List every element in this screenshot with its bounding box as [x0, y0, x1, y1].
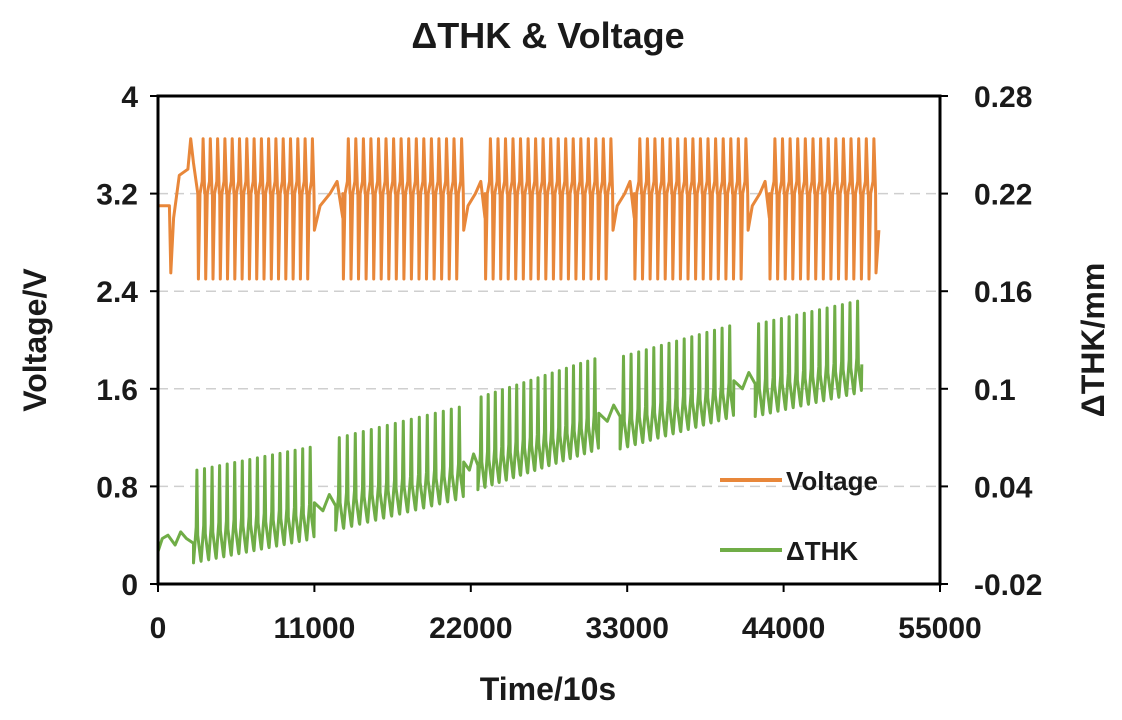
y-tick-label-right: 0.22 [974, 179, 1032, 212]
x-tick-label: 44000 [742, 612, 825, 645]
x-tick-label: 55000 [898, 612, 981, 645]
y-tick-label-right: 0.28 [974, 81, 1032, 114]
y-tick-label-left: 1.6 [96, 374, 138, 407]
y-axis-title-left: Voltage/V [17, 268, 53, 412]
x-tick-label: 33000 [585, 612, 668, 645]
y-tick-label-left: 0 [121, 569, 138, 602]
x-tick-label: 22000 [429, 612, 512, 645]
y-tick-label-right: 0.16 [974, 276, 1032, 309]
y-tick-label-left: 3.2 [96, 179, 138, 212]
series-line-thk [156, 299, 864, 565]
y-tick-label-left: 4 [121, 81, 138, 114]
chart-title: ΔTHK & Voltage [411, 15, 684, 56]
series-layer [156, 137, 881, 565]
x-tick-label: 0 [150, 612, 167, 645]
x-axis-title: Time/10s [480, 671, 616, 707]
axis-layer [150, 94, 948, 592]
y-tick-label-right: -0.02 [974, 569, 1042, 602]
y-tick-label-right: 0.04 [974, 471, 1033, 504]
plot-frame [156, 94, 942, 586]
series-line-voltage [158, 137, 881, 281]
legend: Voltage ΔTHK [720, 466, 878, 566]
tick-layer: 0 11000 22000 33000 44000 55000 0 0.8 1.6 2.4 3.2 4… [96, 81, 1042, 645]
y-tick-label-right: 0.1 [974, 374, 1016, 407]
y-tick-label-left: 0.8 [96, 471, 138, 504]
y-tick-label-left: 2.4 [96, 276, 138, 309]
legend-label-voltage: Voltage [786, 466, 878, 496]
y-axis-title-right: ΔTHK/mm [1075, 263, 1111, 418]
x-tick-label: 11000 [274, 612, 356, 645]
legend-label-thk: ΔTHK [786, 536, 858, 566]
